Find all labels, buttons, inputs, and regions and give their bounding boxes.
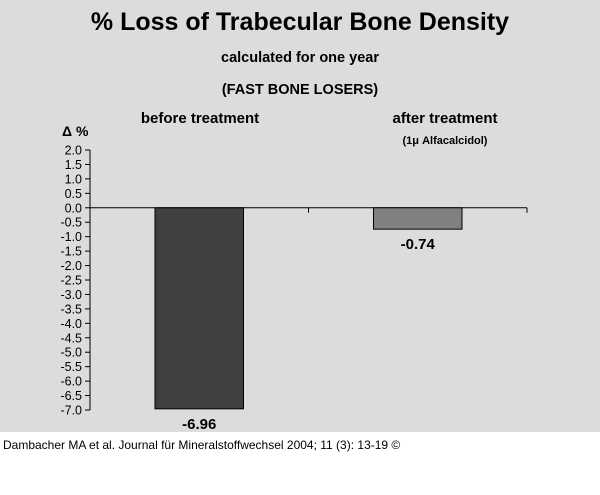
y-tick-label: -3.0 — [60, 288, 82, 302]
y-axis-label: Δ % — [62, 123, 89, 139]
chart-panel: % Loss of Trabecular Bone Density calcul… — [0, 0, 600, 432]
y-tick-label: -4.5 — [60, 331, 82, 345]
y-axis: 2.01.51.00.50.0-0.5-1.0-1.5-2.0-2.5-3.0-… — [60, 144, 528, 418]
bars — [154, 207, 463, 410]
bar-before-treatment — [154, 207, 244, 410]
data-labels: -6.96 -0.74 — [182, 236, 435, 432]
y-tick-label: 1.0 — [65, 172, 82, 186]
y-tick-label: -0.5 — [60, 216, 82, 230]
category-label-before: before treatment — [141, 110, 259, 127]
y-tick-label: -6.5 — [60, 389, 82, 403]
y-tick-label: -4.0 — [60, 317, 82, 331]
chart-subtitle-1: calculated for one year — [221, 50, 379, 66]
data-label: -0.74 — [401, 236, 436, 253]
y-tick-label: -7.0 — [60, 404, 82, 418]
y-tick-label: -3.5 — [60, 302, 82, 316]
chart-title: % Loss of Trabecular Bone Density — [91, 8, 509, 36]
y-tick-label: 1.5 — [65, 158, 82, 172]
y-tick-label: -2.5 — [60, 274, 82, 288]
citation-text: Dambacher MA et al. Journal für Minerals… — [3, 438, 401, 452]
data-label: -6.96 — [182, 416, 216, 432]
category-sublabel-after: (1μ Alfacalcidol) — [403, 135, 488, 147]
y-tick-label: -1.0 — [60, 230, 82, 244]
y-tick-label: -6.0 — [60, 375, 82, 389]
y-tick-label: -1.5 — [60, 245, 82, 259]
category-label-after: after treatment — [392, 110, 497, 127]
bar-after-treatment — [373, 207, 463, 230]
y-tick-label: 0.5 — [65, 187, 82, 201]
y-tick-label: 2.0 — [65, 144, 82, 158]
y-tick-label: -5.5 — [60, 360, 82, 374]
chart-subtitle-2: (FAST BONE LOSERS) — [222, 82, 378, 98]
y-tick-label: 0.0 — [65, 201, 82, 215]
y-tick-label: -5.0 — [60, 346, 82, 360]
y-tick-label: -2.0 — [60, 259, 82, 273]
bar-chart: % Loss of Trabecular Bone Density calcul… — [60, 8, 528, 432]
